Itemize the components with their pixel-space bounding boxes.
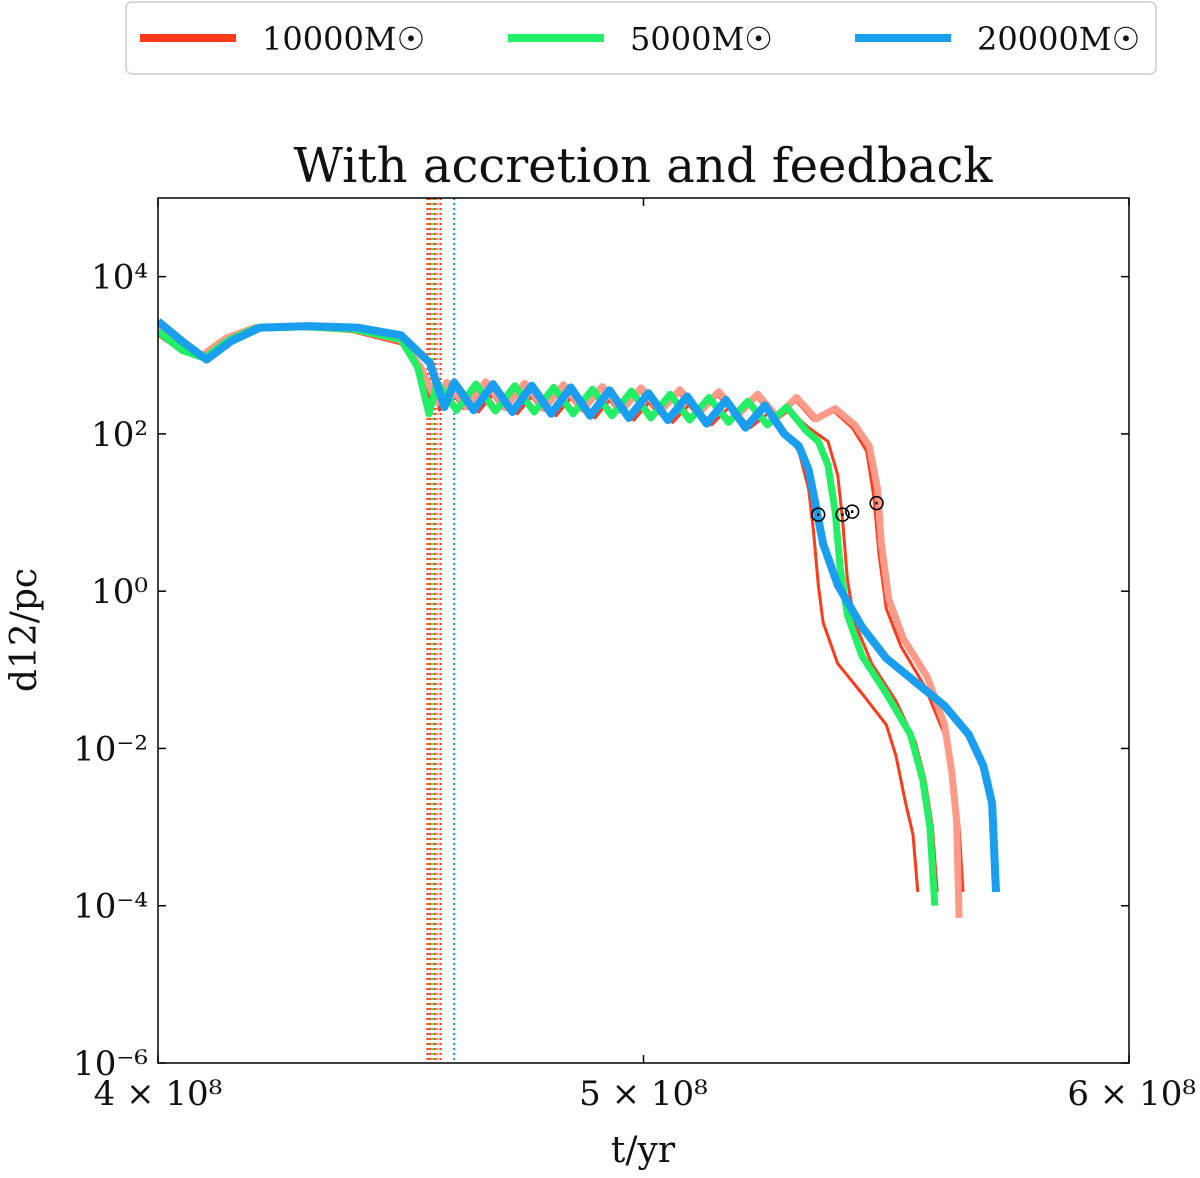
series-line [158, 318, 1000, 893]
x-tick-label: 6 × 10⁸ [1067, 1074, 1196, 1114]
y-tick-label: 10⁰ [91, 572, 148, 612]
x-axis-label: t/yr [611, 1130, 676, 1171]
point-marker: ⊙ [867, 491, 885, 516]
y-axis-label: d12/pc [4, 568, 45, 692]
x-axis: 4 × 10⁸ 5 × 10⁸ 6 × 10⁸ [94, 198, 1196, 1114]
point-markers: ⊙ ⊙⊙ ⊙ [809, 491, 886, 527]
y-tick-label: 10⁴ [91, 258, 148, 298]
chart-title: With accretion and feedback [294, 138, 994, 194]
y-axis: 10⁻⁶ 10⁻⁴ 10⁻² 10⁰ 10² 10⁴ [73, 258, 1129, 1084]
y-tick-label: 10⁻⁶ [73, 1044, 148, 1084]
point-marker: ⊙ [833, 503, 851, 528]
legend-label: 10000M☉ [262, 20, 425, 58]
y-tick-label: 10² [91, 415, 148, 455]
x-tick-label: 5 × 10⁸ [579, 1074, 708, 1114]
vertical-markers [426, 198, 456, 1063]
legend-label: 5000M☉ [630, 20, 773, 58]
legend-box [125, 1, 1157, 75]
y-tick-label: 10⁻⁴ [73, 887, 148, 927]
point-marker: ⊙ [843, 499, 861, 524]
series-layer [158, 318, 1000, 918]
legend-label: 20000M☉ [977, 20, 1140, 58]
legend: 10000M☉ 5000M☉ 20000M☉ [125, 1, 1157, 75]
point-marker: ⊙ [809, 503, 827, 528]
y-tick-label: 10⁻² [73, 729, 148, 769]
x-tick-label: 4 × 10⁸ [94, 1074, 223, 1114]
